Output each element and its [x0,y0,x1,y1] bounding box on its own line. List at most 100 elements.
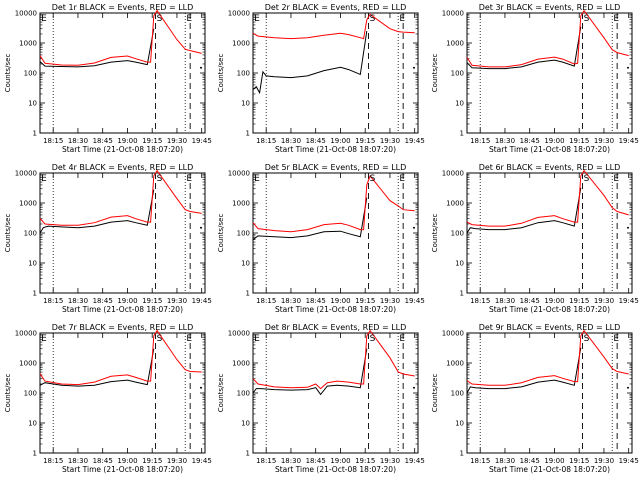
events-series-line [252,31,368,95]
x-tick-label: 18:45 [306,137,326,145]
x-tick-label: 19:30 [167,457,187,465]
x-tick-label: 19:45 [405,297,425,305]
x-axis-label: Start Time (21-Oct-08 18:07:20) [62,145,183,154]
chart-title: Det 4r BLACK = Events, RED = LLD [52,163,194,172]
x-tick-label: 19:30 [167,297,187,305]
plot-frame [39,172,206,294]
x-tick-label: 18:45 [520,457,540,465]
y-tick-label: 100 [24,70,37,78]
detector-panel: Det 3r BLACK = Events, RED = LLD 1 10 100 10… [427,0,640,160]
x-tick-label: 19:45 [619,297,639,305]
y-tick-label: 10000 [228,330,250,338]
y-tick-label: 10000 [15,330,37,338]
y-axis-label: Counts/sec [431,374,439,413]
panel-svg: Det 7r BLACK = Events, RED = LLD 1 10 100 10… [4,323,212,474]
x-tick-label: 19:00 [330,137,350,145]
y-tick-label: 1 [460,130,464,138]
y-tick-label: 10 [28,100,37,108]
x-tick-label: 19:00 [117,137,137,145]
detector-panel: Det 5r BLACK = Events, RED = LLD 1 10 100 10… [213,160,426,320]
interval-marker-label: S [370,334,376,344]
interval-marker-label: E [613,334,619,344]
panel-svg: Det 3r BLACK = Events, RED = LLD 1 10 100 10… [431,3,639,154]
lld-series-line [466,329,629,386]
x-tick-label: 19:00 [117,297,137,305]
detector-panel: Det 7r BLACK = Events, RED = LLD 1 10 100 10… [0,320,213,480]
y-tick-label: 1 [246,290,250,298]
x-tick-label: 18:45 [520,137,540,145]
panel-svg: Det 8r BLACK = Events, RED = LLD 1 10 100 10… [217,323,425,474]
x-tick-label: 18:15 [256,137,276,145]
x-axis-label: Start Time (21-Oct-08 18:07:20) [489,465,610,474]
x-tick-label: 19:30 [380,297,400,305]
x-tick-label: 19:45 [192,137,212,145]
y-tick-label: 1000 [19,360,37,368]
interval-marker-label: S [157,14,163,24]
x-tick-label: 19:00 [544,297,564,305]
interval-marker-label: E [254,334,260,344]
x-tick-label: 19:15 [569,457,589,465]
x-tick-label: 19:15 [355,297,375,305]
y-axis-label: Counts/sec [4,214,12,253]
x-tick-label: 18:30 [68,297,88,305]
detector-panel: Det 1r BLACK = Events, RED = LLD 1 10 100 10… [0,0,213,160]
x-tick-label: 18:45 [93,137,113,145]
x-tick-label: 19:45 [192,297,212,305]
interval-marker-label: E [613,174,619,184]
y-tick-label: 100 [24,230,37,238]
chart-title: Det 2r BLACK = Events, RED = LLD [265,3,407,12]
lld-series-line [252,13,415,40]
detector-panel: Det 2r BLACK = Events, RED = LLD 1 10 100 10… [213,0,426,160]
chart-title: Det 1r BLACK = Events, RED = LLD [52,3,194,12]
interval-marker-label: E [186,334,192,344]
panel-svg: Det 6r BLACK = Events, RED = LLD 1 10 100 10… [431,163,639,314]
y-tick-label: 1 [246,130,250,138]
data-point [413,386,415,389]
detector-panel: Det 9r BLACK = Events, RED = LLD 1 10 100 10… [427,320,640,480]
y-tick-label: 1000 [232,360,250,368]
interval-marker-label: E [41,334,47,344]
lld-series-line [252,329,415,390]
y-tick-label: 10000 [15,10,37,18]
lld-series-line [466,9,629,68]
panel-svg: Det 4r BLACK = Events, RED = LLD 1 10 100 10… [4,163,212,314]
data-point [200,386,202,389]
events-series-line [466,347,582,394]
interval-marker-label: E [254,174,260,184]
y-tick-label: 100 [451,390,464,398]
chart-title: Det 6r BLACK = Events, RED = LLD [479,163,621,172]
x-tick-label: 19:00 [330,457,350,465]
x-tick-label: 18:30 [495,297,515,305]
interval-marker-label: E [186,174,192,184]
events-series-line [252,197,368,241]
x-tick-label: 19:45 [405,457,425,465]
x-tick-label: 18:30 [281,297,301,305]
y-tick-label: 1000 [19,200,37,208]
x-tick-label: 18:45 [306,457,326,465]
x-tick-label: 18:15 [43,457,63,465]
panel-svg: Det 1r BLACK = Events, RED = LLD 1 10 100 10… [4,3,212,154]
y-tick-label: 10 [241,420,250,428]
interval-marker-label: E [41,14,47,24]
y-tick-label: 1 [460,450,464,458]
y-axis-label: Counts/sec [4,54,12,93]
y-axis-label: Counts/sec [217,214,225,253]
events-series-line [466,26,582,70]
interval-marker-label: E [399,174,405,184]
panel-svg: Det 5r BLACK = Events, RED = LLD 1 10 100 10… [217,163,425,314]
x-tick-label: 19:15 [569,137,589,145]
x-tick-label: 18:30 [68,457,88,465]
y-tick-label: 100 [24,390,37,398]
interval-marker-label: S [370,174,376,184]
data-point [627,66,629,69]
lld-series-line [39,329,202,386]
x-tick-label: 19:00 [544,457,564,465]
x-tick-label: 18:45 [93,457,113,465]
y-tick-label: 10 [28,260,37,268]
y-axis-label: Counts/sec [4,374,12,413]
plot-frame [466,172,633,294]
lld-series-line [39,169,202,226]
y-tick-label: 10000 [228,10,250,18]
x-tick-label: 18:45 [93,297,113,305]
x-tick-label: 19:15 [142,457,162,465]
